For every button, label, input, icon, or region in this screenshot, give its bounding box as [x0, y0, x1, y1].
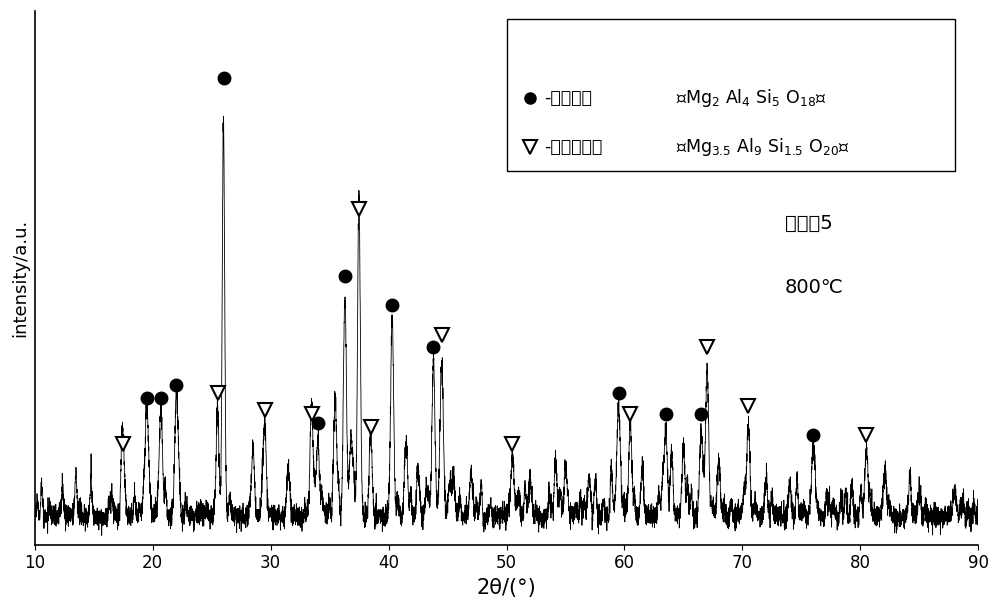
X-axis label: 2θ/(°): 2θ/(°)	[477, 578, 536, 598]
Text: （Mg$_2$ Al$_4$ Si$_5$ O$_{18}$）: （Mg$_2$ Al$_4$ Si$_5$ O$_{18}$）	[676, 86, 827, 108]
Text: -假蓝宝石类: -假蓝宝石类	[544, 138, 603, 156]
Text: 800℃: 800℃	[785, 278, 844, 297]
Text: 实施例5: 实施例5	[785, 214, 833, 233]
Text: -菫青石类: -菫青石类	[544, 88, 592, 107]
FancyBboxPatch shape	[507, 19, 955, 171]
Text: （Mg$_{3.5}$ Al$_9$ Si$_{1.5}$ O$_{20}$）: （Mg$_{3.5}$ Al$_9$ Si$_{1.5}$ O$_{20}$）	[676, 136, 850, 158]
Y-axis label: intensity/a.u.: intensity/a.u.	[11, 219, 29, 337]
